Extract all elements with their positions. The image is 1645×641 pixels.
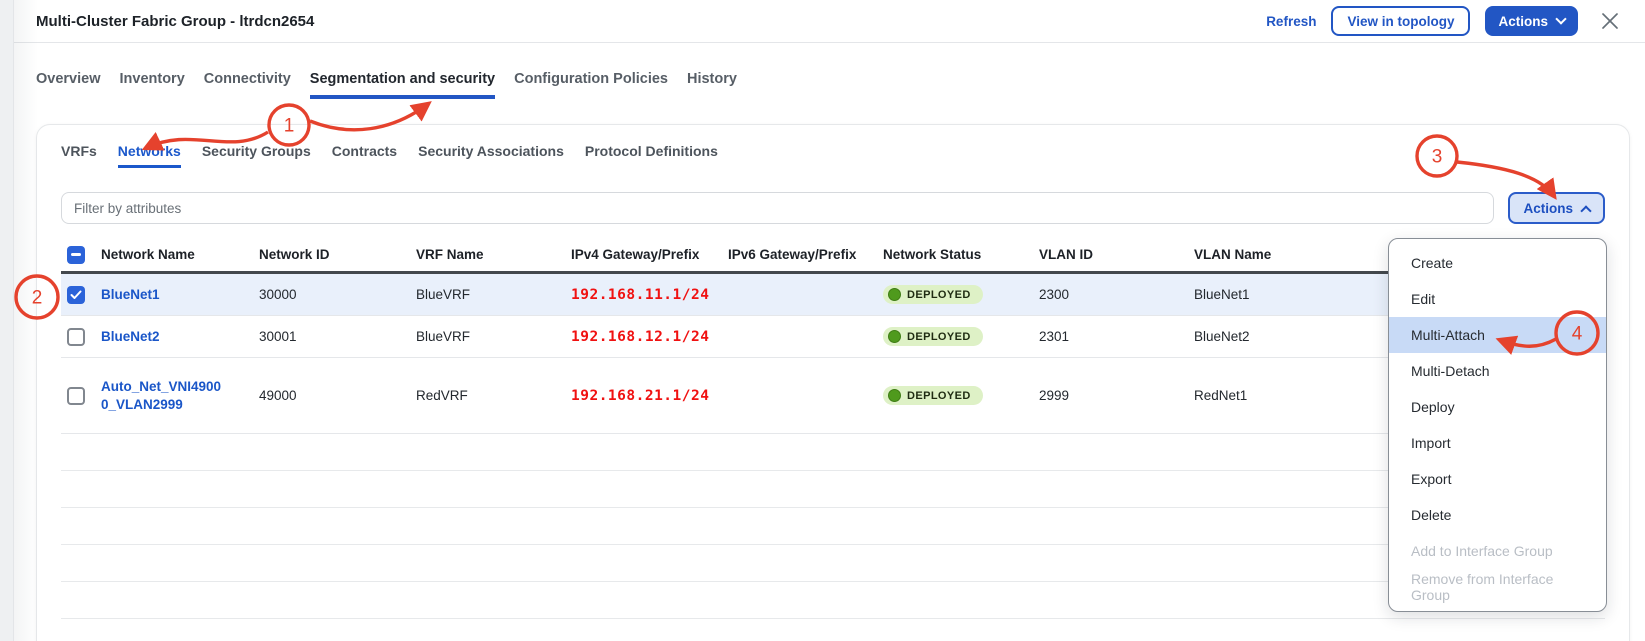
vlan-id-cell: 2300 bbox=[1039, 287, 1070, 302]
segmentation-card: VRFs Networks Security Groups Contracts … bbox=[36, 124, 1630, 641]
table-toolbar: Actions bbox=[61, 192, 1605, 224]
status-label: DEPLOYED bbox=[907, 288, 971, 301]
col-network-status[interactable]: Network Status bbox=[883, 247, 982, 262]
menu-item-edit[interactable]: Edit bbox=[1411, 291, 1436, 307]
network-status-cell: DEPLOYED bbox=[883, 285, 1039, 304]
header-checkbox-cell bbox=[61, 245, 101, 264]
subtab-networks[interactable]: Networks bbox=[117, 143, 181, 168]
table-actions-button-label: Actions bbox=[1523, 200, 1573, 216]
menu-item-multi-attach[interactable]: Multi-Attach bbox=[1389, 317, 1606, 353]
vrf-name-cell: BlueVRF bbox=[416, 329, 471, 344]
vlan-name-cell: RedNet1 bbox=[1194, 388, 1248, 404]
header-actions-button-label: Actions bbox=[1498, 13, 1548, 29]
tab-connectivity[interactable]: Connectivity bbox=[203, 71, 291, 87]
menu-item-export[interactable]: Export bbox=[1411, 471, 1452, 487]
tab-segmentation-and-security[interactable]: Segmentation and security bbox=[309, 71, 496, 99]
menu-item-multi-detach[interactable]: Multi-Detach bbox=[1411, 363, 1490, 379]
actions-dropdown-menu: Create Edit Multi-Attach Multi-Detach De… bbox=[1388, 238, 1607, 612]
empty-table-row bbox=[61, 582, 1605, 620]
network-id-cell: 30001 bbox=[259, 329, 297, 344]
network-name-link[interactable]: BlueNet1 bbox=[101, 286, 160, 302]
chevron-down-icon bbox=[1555, 13, 1567, 25]
select-all-checkbox[interactable] bbox=[67, 245, 85, 264]
network-name-link[interactable]: BlueNet2 bbox=[101, 328, 160, 344]
panel-edge-shadow bbox=[14, 0, 38, 641]
sub-tabs: VRFs Networks Security Groups Contracts … bbox=[61, 143, 1605, 168]
subtab-protocol-definitions[interactable]: Protocol Definitions bbox=[584, 143, 718, 159]
network-id-cell: 30000 bbox=[259, 287, 297, 302]
vlan-name-cell: BlueNet2 bbox=[1194, 329, 1250, 344]
col-vrf-name[interactable]: VRF Name bbox=[416, 247, 484, 262]
status-badge: DEPLOYED bbox=[883, 327, 983, 346]
menu-item-add-to-interface-group: Add to Interface Group bbox=[1411, 543, 1553, 559]
vlan-id-cell: 2999 bbox=[1039, 388, 1070, 404]
status-dot-icon bbox=[888, 288, 901, 301]
network-name-link[interactable]: Auto_Net_VNI49000_VLAN2999 bbox=[101, 379, 222, 412]
network-id-cell: 49000 bbox=[259, 388, 297, 404]
row-checkbox[interactable] bbox=[67, 386, 85, 405]
vrf-name-cell: BlueVRF bbox=[416, 287, 471, 302]
menu-item-import[interactable]: Import bbox=[1411, 435, 1451, 451]
empty-table-row bbox=[61, 545, 1605, 583]
table-row[interactable]: Auto_Net_VNI49000_VLAN2999 49000 RedVRF … bbox=[61, 358, 1605, 435]
subtab-security-groups[interactable]: Security Groups bbox=[201, 143, 311, 159]
row-checkbox-cell bbox=[61, 386, 101, 405]
col-vlan-id[interactable]: VLAN ID bbox=[1039, 247, 1093, 262]
status-dot-icon bbox=[888, 389, 901, 403]
tab-configuration-policies[interactable]: Configuration Policies bbox=[514, 71, 668, 87]
subtab-vrfs[interactable]: VRFs bbox=[61, 143, 97, 159]
row-checkbox-cell bbox=[61, 285, 101, 304]
col-ipv4-gateway[interactable]: IPv4 Gateway/Prefix bbox=[571, 247, 700, 262]
ipv4-gateway-cell: 192.168.21.1/24 bbox=[571, 387, 710, 404]
status-badge: DEPLOYED bbox=[883, 285, 983, 304]
status-label: DEPLOYED bbox=[907, 330, 971, 343]
empty-table-row bbox=[61, 471, 1605, 509]
table-row[interactable]: BlueNet1 30000 BlueVRF 192.168.11.1/24 D… bbox=[61, 274, 1605, 316]
header-actions: Refresh View in topology Actions bbox=[1266, 6, 1645, 36]
subtab-security-associations[interactable]: Security Associations bbox=[418, 143, 564, 159]
network-status-cell: DEPLOYED bbox=[883, 327, 1039, 346]
col-network-name[interactable]: Network Name bbox=[101, 247, 195, 262]
header-actions-button[interactable]: Actions bbox=[1485, 6, 1578, 36]
ipv4-gateway-cell: 192.168.11.1/24 bbox=[571, 286, 710, 303]
tab-overview[interactable]: Overview bbox=[36, 71, 101, 87]
vlan-name-cell: BlueNet1 bbox=[1194, 287, 1250, 302]
chevron-up-icon bbox=[1580, 204, 1592, 217]
table-actions-button[interactable]: Actions bbox=[1508, 192, 1605, 224]
status-label: DEPLOYED bbox=[907, 389, 971, 402]
ipv4-gateway-cell: 192.168.12.1/24 bbox=[571, 328, 710, 345]
filter-input[interactable] bbox=[61, 192, 1495, 224]
row-checkbox[interactable] bbox=[67, 285, 85, 304]
subtab-contracts[interactable]: Contracts bbox=[331, 143, 398, 159]
panel-header: Multi-Cluster Fabric Group - ltrdcn2654 … bbox=[14, 0, 1645, 43]
view-in-topology-button[interactable]: View in topology bbox=[1331, 6, 1471, 36]
status-dot-icon bbox=[888, 330, 901, 343]
main-tabs: Overview Inventory Connectivity Segmenta… bbox=[36, 71, 737, 99]
tab-inventory[interactable]: Inventory bbox=[119, 71, 185, 87]
col-ipv6-gateway[interactable]: IPv6 Gateway/Prefix bbox=[728, 247, 857, 262]
status-badge: DEPLOYED bbox=[883, 386, 983, 406]
row-checkbox[interactable] bbox=[67, 327, 85, 346]
vlan-id-cell: 2301 bbox=[1039, 329, 1070, 344]
page-title: Multi-Cluster Fabric Group - ltrdcn2654 bbox=[36, 12, 315, 30]
refresh-link[interactable]: Refresh bbox=[1266, 13, 1317, 29]
menu-item-delete[interactable]: Delete bbox=[1411, 507, 1452, 523]
menu-item-create[interactable]: Create bbox=[1411, 255, 1454, 271]
network-status-cell: DEPLOYED bbox=[883, 386, 1039, 406]
underlying-page-strip bbox=[0, 0, 14, 641]
menu-item-deploy[interactable]: Deploy bbox=[1411, 399, 1455, 415]
networks-table: Network Name Network ID VRF Name IPv4 Ga… bbox=[61, 238, 1605, 620]
table-row[interactable]: BlueNet2 30001 BlueVRF 192.168.12.1/24 D… bbox=[61, 316, 1605, 358]
vrf-name-cell: RedVRF bbox=[416, 388, 468, 404]
row-checkbox-cell bbox=[61, 327, 101, 346]
close-icon[interactable] bbox=[1599, 10, 1621, 32]
table-header-row: Network Name Network ID VRF Name IPv4 Ga… bbox=[61, 238, 1605, 274]
tab-history[interactable]: History bbox=[686, 71, 737, 87]
menu-item-remove-from-interface-group: Remove from Interface Group bbox=[1411, 571, 1554, 603]
empty-table-row bbox=[61, 508, 1605, 546]
col-vlan-name[interactable]: VLAN Name bbox=[1194, 247, 1272, 262]
empty-table-row bbox=[61, 434, 1605, 472]
col-network-id[interactable]: Network ID bbox=[259, 247, 330, 262]
